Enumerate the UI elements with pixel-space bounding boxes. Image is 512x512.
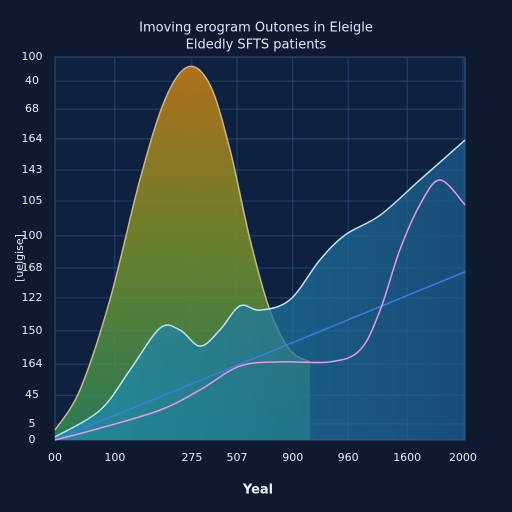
y-axis-title: [uelgise] (13, 234, 26, 282)
y-tick-label: 105 (22, 194, 43, 207)
series-line (54, 179, 466, 441)
x-tick-label: 275 (181, 451, 202, 464)
y-tick-label: 40 (25, 74, 39, 87)
x-tick-label: 00 (48, 451, 62, 464)
y-tick-label: 168 (22, 261, 43, 274)
x-tick-label: 100 (104, 451, 125, 464)
x-tick-label: 507 (227, 451, 248, 464)
y-tick-label: 5 (29, 417, 36, 430)
chart-title: Imoving erogram Outones in Eleigle (139, 21, 373, 36)
y-tick-label: 100 (22, 229, 43, 242)
y-tick-label: 45 (25, 388, 39, 401)
x-tick-label: 900 (282, 451, 303, 464)
series-line (54, 139, 466, 438)
y-tick-label: 164 (22, 132, 43, 145)
y-tick-label: 150 (22, 324, 43, 337)
x-tick-label: 960 (338, 451, 359, 464)
y-tick-label: 122 (22, 291, 43, 304)
x-tick-label: 2000 (449, 451, 477, 464)
y-tick-label: 100 (22, 50, 43, 63)
series-line (54, 271, 466, 441)
x-axis-title: Yeal (242, 483, 273, 498)
x-tick-label: 1600 (393, 451, 421, 464)
chart-subtitle: Eldedly SFTS patients (186, 38, 327, 53)
y-tick-label: 68 (25, 102, 39, 115)
y-tick-label: 0 (29, 433, 36, 446)
y-tick-label: 164 (22, 357, 43, 370)
y-tick-label: 143 (22, 163, 43, 176)
area-fill (55, 140, 465, 440)
